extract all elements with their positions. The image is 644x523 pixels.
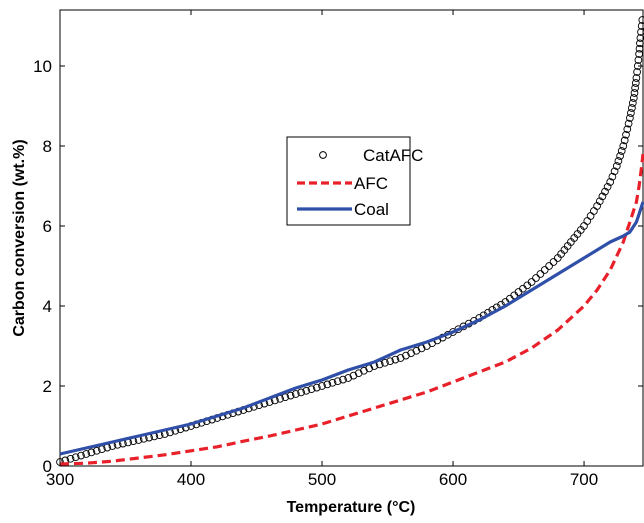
catafc-point [628,99,637,107]
catafc-point [545,262,553,270]
x-tick-label: 500 [308,470,336,489]
catafc-point [634,56,643,64]
catafc-point [637,28,644,36]
catafc-point [603,182,612,191]
catafc-point [595,197,604,206]
legend: CatAFC AFC Coal [286,136,423,226]
catafc-point [318,382,326,390]
catafc-point [307,385,316,394]
x-tick-label: 700 [570,470,598,489]
catafc-point [549,258,558,266]
catafc-point [87,448,96,457]
catafc-point [624,119,633,128]
catafc-point [412,346,421,355]
catafc-point [386,357,394,366]
y-tick-label: 8 [43,137,52,156]
catafc-point [66,454,75,463]
legend-catafc-label: CatAFC [363,146,423,165]
catafc-point [598,192,607,201]
catafc-point [593,202,601,210]
x-tick-label: 300 [46,470,74,489]
coal-line [59,201,644,456]
catafc-point [635,44,644,53]
catafc-point [623,125,632,134]
catafc-point [622,130,630,139]
catafc-point [620,136,629,145]
y-tick-label: 4 [43,297,52,316]
catafc-point [328,378,337,387]
legend-catafc-marker [319,151,327,159]
y-tick-label: 6 [43,217,52,236]
catafc-point [349,371,358,380]
catafc-point [281,393,290,402]
catafc-point [638,16,644,24]
catafc-point [540,266,549,274]
catafc-point [286,391,295,400]
catafc-point [396,354,405,362]
catafc-point [339,375,347,384]
catafc-point [633,68,641,76]
catafc-point [360,366,368,375]
catafc-point [636,39,644,48]
catafc-point [614,157,623,165]
legend-coal-label: Coal [354,200,389,219]
catafc-point [629,94,638,102]
catafc-point [617,147,626,155]
catafc-point [619,142,628,150]
catafc-point [632,74,641,82]
catafc-point [601,187,609,196]
y-tick-label: 10 [33,57,52,76]
catafc-point [344,374,353,382]
plot-frame [59,9,644,467]
x-tick-label: 600 [439,470,467,489]
catafc-point [527,278,536,286]
catafc-point [82,450,91,458]
catafc-point [291,390,300,398]
catafc-point [333,377,342,386]
catafc-point [323,380,332,389]
x-tick-label: 400 [177,470,205,489]
axis-ticks: 300 400 500 600 700 0 2 4 6 8 10 [33,10,643,489]
legend-afc-label: AFC [354,174,388,193]
catafc-point [631,84,639,92]
catafc-point [637,22,644,30]
catafc-point [402,351,410,360]
catafc-point [77,451,85,460]
catafc-point [608,172,617,181]
y-axis-title: Carbon conversion (wt.%) [11,139,28,336]
catafc-point [354,369,363,378]
catafc-point [312,383,321,392]
catafc-point [626,114,634,122]
catafc-point [627,109,635,117]
series-layer [56,16,644,466]
catafc-point [606,178,615,186]
catafc-point [612,162,621,170]
catafc-point [635,50,643,58]
catafc-point [407,349,415,358]
y-tick-label: 2 [43,377,52,396]
catafc-point [630,89,639,97]
catafc-point [71,453,80,462]
y-tick-label: 0 [43,457,52,476]
catafc-point [391,355,400,364]
series-coal [59,201,644,456]
catafc-point [297,388,305,397]
catafc-point [610,167,619,176]
catafc-point [381,358,389,367]
catafc-point [628,104,636,112]
catafc-point [532,274,540,282]
catafc-point [631,79,640,87]
plot-area [59,9,644,467]
catafc-point [92,446,101,455]
catafc-point [302,386,311,395]
catafc-point [536,270,545,278]
series-catafc [56,16,644,466]
x-axis-title: Temperature (°C) [287,499,416,516]
catafc-point [616,152,624,160]
